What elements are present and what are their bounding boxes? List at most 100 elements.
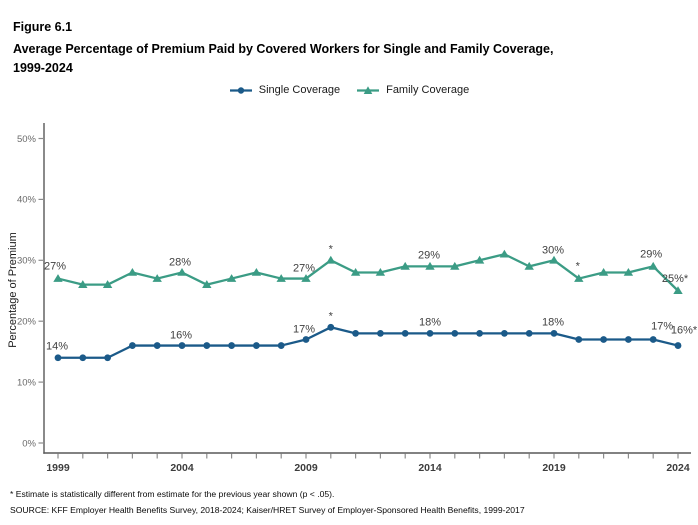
family-coverage-series-line: [57, 253, 679, 292]
significance-asterisk: *: [576, 261, 581, 273]
point-label: 29%: [640, 248, 662, 260]
y-tick-label: 50%: [17, 134, 37, 145]
legend-circle-marker: [237, 86, 244, 94]
point-label: 14%: [46, 341, 68, 353]
data-point: [426, 329, 434, 337]
footnotes: * Estimate is statistically different fr…: [10, 486, 525, 518]
footnote-source: SOURCE: KFF Employer Health Benefits Sur…: [10, 505, 525, 515]
significance-asterisk: *: [329, 310, 334, 322]
legend-label-single: Single Coverage: [258, 84, 341, 96]
data-point: [674, 342, 682, 349]
data-point: [251, 267, 262, 276]
y-tick-label: 0%: [22, 438, 36, 449]
data-point: [127, 267, 138, 276]
point-label: 17%: [651, 320, 673, 332]
y-tick-label: 20%: [17, 317, 37, 328]
x-tick-label: 1999: [46, 462, 70, 474]
data-point: [276, 274, 286, 282]
data-point: [301, 274, 311, 282]
single-coverage-series: [54, 323, 682, 362]
data-point: [277, 342, 285, 349]
data-point: [623, 267, 634, 276]
data-point: [400, 261, 410, 270]
data-point: [673, 286, 683, 295]
data-point: [474, 255, 485, 264]
point-label: 17%: [293, 323, 315, 335]
data-point: [253, 342, 260, 349]
data-point: [450, 261, 460, 270]
figure-title-line1: Average Percentage of Premium Paid by Co…: [13, 42, 554, 56]
data-point: [476, 329, 483, 337]
data-point: [327, 323, 335, 331]
single-coverage-series-line: [58, 326, 679, 359]
data-point: [352, 329, 359, 337]
data-point: [600, 336, 607, 343]
data-point: [499, 249, 510, 258]
x-tick-label: 2004: [170, 462, 194, 474]
data-point: [598, 267, 609, 276]
data-point: [524, 261, 534, 270]
data-point: [525, 329, 533, 337]
data-point: [549, 255, 559, 264]
data-point: [178, 342, 186, 349]
data-point: [54, 354, 62, 362]
point-label: 28%: [169, 256, 191, 268]
point-label: 18%: [542, 316, 564, 328]
chart-legend: Single Coverage Family Coverage: [0, 84, 698, 96]
point-label: 27%: [293, 263, 315, 275]
data-point: [375, 267, 386, 276]
figure-title: Average Percentage of Premium Paid by Co…: [13, 40, 553, 78]
data-point: [550, 329, 558, 337]
data-point: [575, 336, 583, 343]
point-label: 16%*: [671, 325, 698, 337]
footnote-asterisk: * Estimate is statistically different fr…: [10, 489, 335, 499]
x-tick-label: 2009: [294, 462, 318, 474]
legend-item-single-coverage: Single Coverage: [229, 84, 340, 96]
data-point: [401, 329, 409, 337]
y-tick-label: 40%: [17, 195, 37, 206]
point-label: 30%: [542, 244, 564, 256]
point-label: 27%: [44, 261, 66, 273]
y-tick-label: 30%: [17, 256, 37, 267]
data-point: [177, 267, 187, 276]
data-point: [102, 280, 113, 288]
data-point: [129, 342, 136, 349]
data-point: [78, 280, 88, 288]
x-axis-ticks: 1999 2004 2009 2014 2019 2024: [46, 453, 690, 474]
data-point: [302, 336, 310, 343]
x-tick-label: 2024: [666, 462, 690, 474]
data-point: [226, 274, 237, 282]
significance-asterisk: *: [329, 243, 334, 255]
legend-triangle-marker: [363, 85, 373, 94]
point-label: 29%: [418, 249, 440, 261]
point-label: 18%: [419, 316, 441, 328]
data-point: [53, 274, 63, 282]
x-tick-label: 2014: [418, 462, 442, 474]
x-tick-label: 2019: [542, 462, 566, 474]
y-axis-title: Percentage of Premium: [7, 232, 19, 348]
data-point: [451, 329, 459, 337]
data-point: [648, 261, 658, 270]
family-coverage-series: [53, 249, 683, 295]
data-point: [649, 336, 657, 343]
data-point: [79, 354, 87, 362]
figure-number: Figure 6.1: [13, 20, 73, 34]
data-point: [104, 354, 111, 362]
data-labels: 14%16%17%*18% 18% 17%16%*27% 28%27%*29% 30%*…: [44, 243, 698, 352]
single-coverage-line-circle-icon: [229, 86, 252, 94]
data-point: [377, 329, 384, 337]
data-point: [203, 342, 211, 349]
legend-item-family-coverage: Family Coverage: [356, 84, 469, 96]
legend-label-family: Family Coverage: [386, 84, 470, 96]
family-coverage-line-triangle-icon: [357, 85, 380, 94]
point-label: 16%: [170, 330, 192, 342]
data-point: [501, 329, 508, 337]
figure-title-line2: 1999-2024: [13, 61, 73, 75]
data-point: [202, 280, 212, 288]
data-point: [574, 274, 584, 282]
data-point: [228, 342, 236, 349]
y-tick-label: 10%: [17, 377, 37, 388]
data-point: [326, 255, 336, 264]
